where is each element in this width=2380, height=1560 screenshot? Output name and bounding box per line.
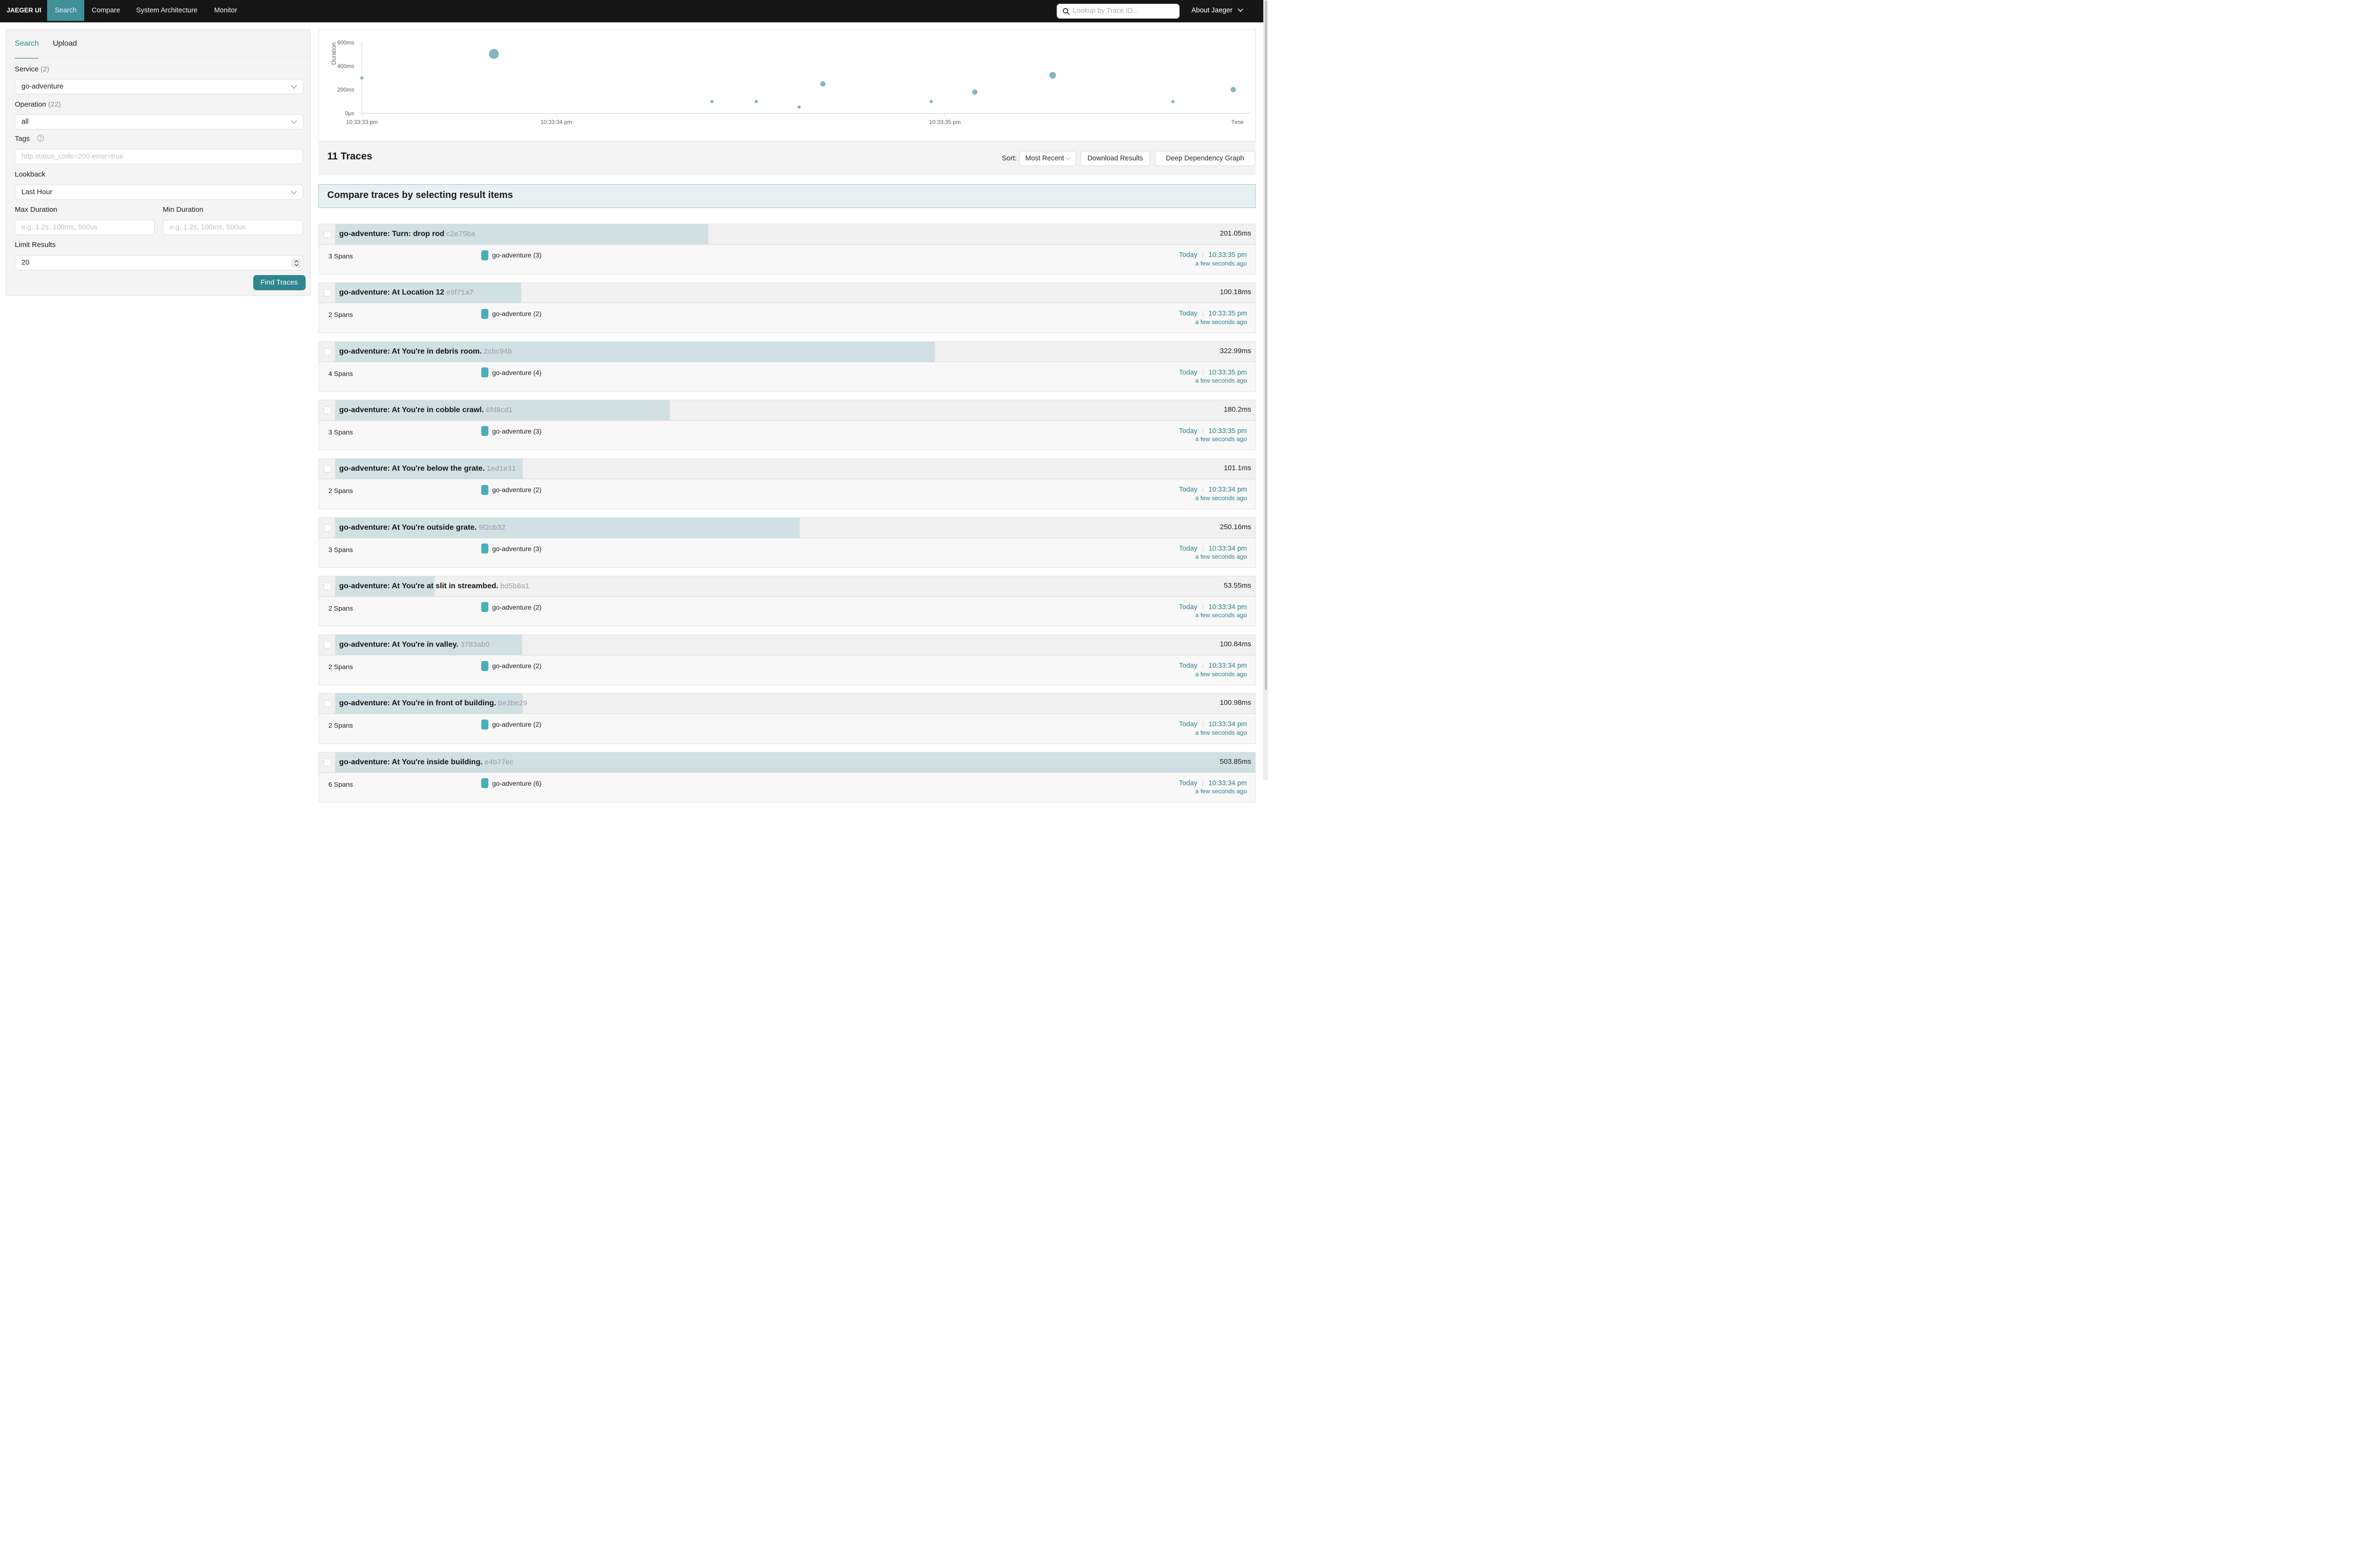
svg-text:10:33:34 pm: 10:33:34 pm — [540, 119, 572, 126]
svg-text:Time: Time — [1231, 119, 1243, 126]
svg-text:400ms: 400ms — [337, 63, 354, 69]
svg-text:10:33:35 pm: 10:33:35 pm — [929, 119, 960, 126]
svg-text:Duration: Duration — [330, 42, 337, 65]
svg-text:600ms: 600ms — [337, 39, 354, 46]
svg-text:10:33:33 pm: 10:33:33 pm — [346, 119, 377, 126]
svg-text:0μs: 0μs — [345, 110, 354, 117]
svg-text:200ms: 200ms — [337, 87, 354, 93]
